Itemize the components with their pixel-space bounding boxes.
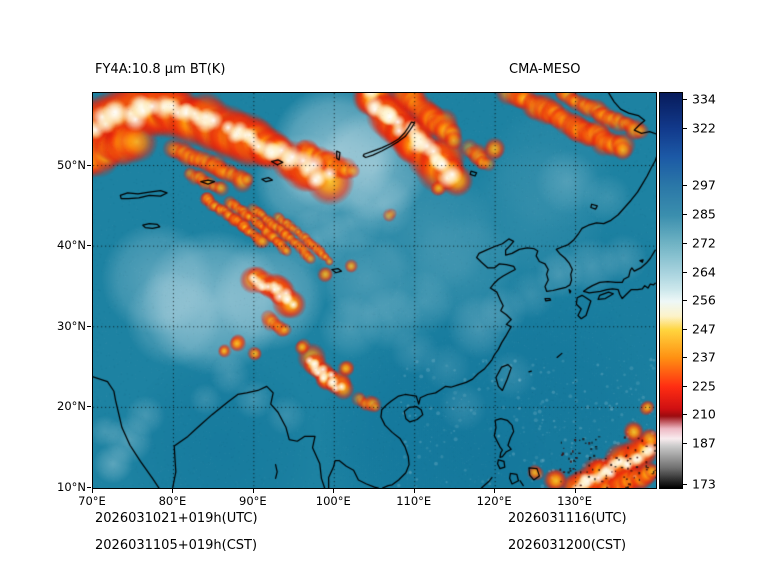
colorbar-tick-mark [683,272,687,274]
y-tick-mark [86,406,91,408]
footer-init-cst: 2026031105+019h(CST) [95,538,258,553]
colorbar-tick-label: 322 [692,120,716,136]
colorbar-tick-mark [683,413,687,415]
y-tick-mark [86,164,91,166]
colorbar-tick-mark [683,385,687,387]
map-plot [92,92,657,489]
y-tick-label: 30°N [57,318,86,333]
x-tick-label: 70°E [78,494,106,508]
colorbar-tick-label: 237 [692,349,716,365]
colorbar-tick-mark [683,127,687,129]
x-tick-mark [333,488,335,493]
colorbar-tick-mark [683,484,687,486]
footer-init-utc: 2026031021+019h(UTC) [95,511,258,526]
plot-title: FY4A:10.8 μm BT(K) [95,62,226,77]
colorbar-tick-label: 187 [692,435,716,451]
x-tick-mark [413,488,415,493]
x-tick-label: 80°E [158,494,187,508]
colorbar-tick-mark [683,214,687,216]
x-tick-mark [172,488,174,493]
footer-valid-cst: 2026031200(CST) [508,538,627,553]
colorbar-tick-mark [683,300,687,302]
y-tick-label: 20°N [57,399,86,414]
colorbar-tick-label: 247 [692,321,716,337]
y-tick-mark [86,325,91,327]
x-tick-mark [92,488,93,493]
colorbar [659,92,683,489]
x-tick-label: 90°E [239,494,267,508]
colorbar-tick-label: 272 [692,235,716,251]
colorbar-tick-mark [683,242,687,244]
colorbar-canvas [660,93,682,488]
colorbar-tick-label: 264 [692,264,716,280]
model-title: CMA-MESO [509,62,581,77]
footer-valid-utc: 2026031116(UTC) [508,511,627,526]
x-tick-label: 100°E [315,494,351,508]
colorbar-tick-mark [683,443,687,445]
y-tick-mark [86,245,91,247]
x-tick-mark [494,488,496,493]
x-tick-mark [574,488,576,493]
x-tick-label: 130°E [557,494,593,508]
colorbar-tick-label: 297 [692,177,716,193]
y-tick-label: 10°N [57,480,86,494]
bt-field-canvas [93,93,656,488]
x-tick-mark [252,488,254,493]
x-tick-label: 110°E [396,494,432,508]
colorbar-tick-mark [683,329,687,330]
colorbar-tick-label: 173 [692,476,716,492]
colorbar-tick-label: 256 [692,292,716,308]
x-tick-label: 120°E [476,494,512,508]
colorbar-tick-label: 210 [692,406,716,422]
colorbar-tick-mark [683,357,687,359]
y-tick-label: 50°N [57,157,86,172]
colorbar-tick-mark [683,184,687,186]
colorbar-tick-label: 334 [692,91,716,107]
colorbar-tick-label: 285 [692,206,716,222]
colorbar-tick-label: 225 [692,378,716,394]
y-tick-mark [86,487,91,488]
colorbar-tick-mark [683,99,687,101]
y-tick-label: 40°N [57,238,86,253]
